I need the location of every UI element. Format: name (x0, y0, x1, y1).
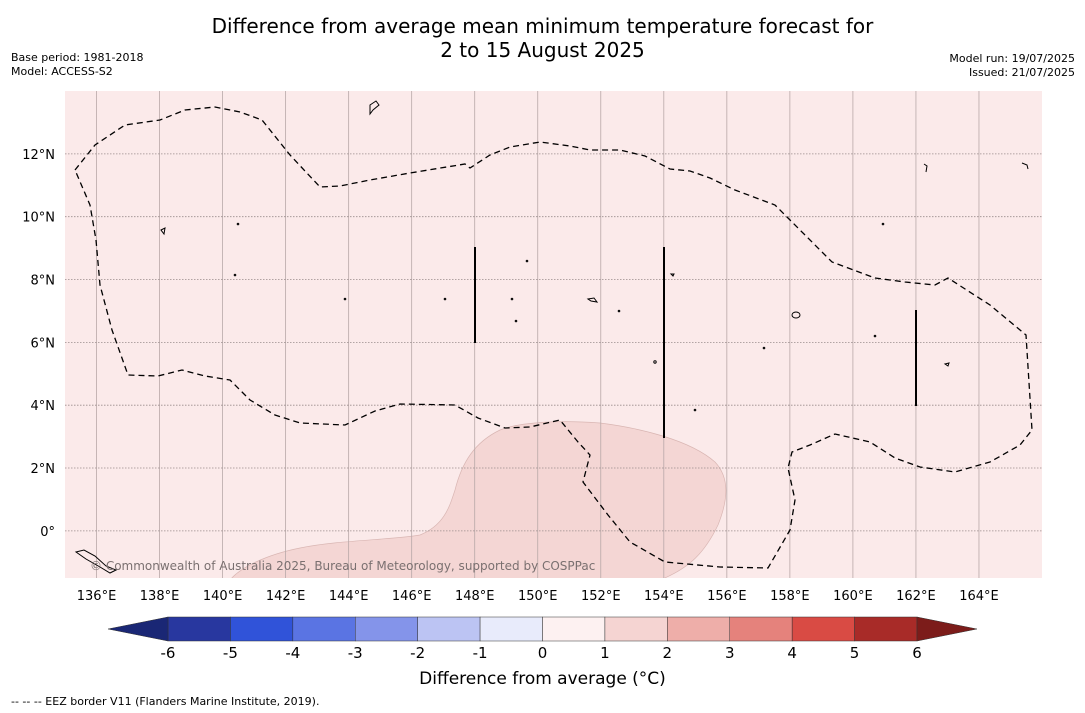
island (881, 222, 885, 226)
colorbar-tick-label: -2 (410, 644, 425, 662)
lon-tick-label: 152°E (581, 589, 621, 604)
colorbar-segment (230, 616, 294, 642)
colorbar-segment (417, 616, 481, 642)
island (443, 297, 447, 301)
lon-tick-label: 142°E (266, 589, 306, 604)
copyright-text: © Commonwealth of Australia 2025, Bureau… (90, 559, 595, 573)
island (74, 549, 118, 574)
lat-tick-label: 6°N (31, 336, 56, 351)
colorbar-segment (167, 616, 231, 642)
colorbar-segment (667, 616, 730, 642)
colorbar-tick-label: -5 (223, 644, 238, 662)
colorbar-segment (854, 616, 918, 642)
colorbar-segment (729, 616, 793, 642)
issued-date: Issued: 21/07/2025 (968, 66, 1075, 79)
lon-tick-label: 140°E (203, 589, 243, 604)
colorbar-tick-label: -4 (285, 644, 300, 662)
map-gridlines (65, 91, 1042, 578)
colorbar-under-arrow (107, 616, 169, 642)
island (1021, 162, 1029, 170)
lon-tick-label: 150°E (518, 589, 558, 604)
colorbar-tick-label: -6 (161, 644, 176, 662)
lon-tick-label: 136°E (77, 589, 117, 604)
longitude-labels: 136°E 138°E 140°E 142°E 144°E 146°E 148°E 150°E… (77, 589, 999, 604)
latitude-labels: 12°N 10°N 8°N 6°N 4°N 2°N 0° (22, 148, 55, 540)
model-name: Model: ACCESS-S2 (11, 65, 113, 78)
island (525, 259, 529, 263)
colorbar-tick-label: -1 (473, 644, 488, 662)
map-title: Difference from average mean minimum tem… (0, 14, 1085, 62)
colorbar-tick-label: 4 (787, 644, 797, 662)
lon-tick-label: 158°E (770, 589, 810, 604)
lat-tick-label: 8°N (31, 274, 56, 289)
colorbar-tick-labels: -6 -5 -4 -3 -2 -1 0 1 2 3 4 5 6 (161, 644, 922, 662)
island (943, 362, 950, 367)
island (693, 408, 697, 412)
lat-tick-label: 4°N (31, 399, 56, 414)
lat-tick-label: 0° (40, 525, 55, 540)
anomaly-region (231, 421, 727, 578)
colorbar-tick-label: 2 (663, 644, 673, 662)
island (160, 227, 166, 236)
lon-tick-label: 162°E (896, 589, 936, 604)
lat-tick-label: 12°N (22, 148, 55, 163)
lon-tick-label: 144°E (329, 589, 369, 604)
colorbar-segment (791, 616, 855, 642)
island (343, 297, 347, 301)
island (233, 273, 237, 277)
island (669, 273, 675, 277)
colorbar-segment (292, 616, 356, 642)
islands (74, 100, 1029, 574)
meta-left: Base period: 1981-2018 Model: ACCESS-S2 (11, 51, 143, 79)
lon-tick-label: 164°E (959, 589, 999, 604)
island (236, 222, 240, 226)
title-line-1: Difference from average mean minimum tem… (211, 14, 874, 38)
island (586, 297, 599, 303)
model-run: Model run: 19/07/2025 (949, 52, 1075, 65)
island (923, 163, 928, 173)
colorbar-tick-label: 1 (600, 644, 610, 662)
colorbar (107, 616, 978, 642)
colorbar-over-arrow (916, 616, 978, 642)
lon-tick-label: 156°E (707, 589, 747, 604)
colorbar-segment (479, 616, 543, 642)
island (791, 311, 801, 319)
title-line-2: 2 to 15 August 2025 (440, 38, 645, 62)
island (873, 334, 877, 338)
island (514, 319, 518, 323)
lon-tick-label: 154°E (644, 589, 684, 604)
lon-tick-label: 146°E (392, 589, 432, 604)
colorbar-segment (604, 616, 668, 642)
lat-tick-label: 2°N (31, 462, 56, 477)
footnote: -- -- -- EEZ border V11 (Flanders Marine… (11, 695, 320, 708)
meta-right: Model run: 19/07/2025 Issued: 21/07/2025 (949, 52, 1075, 80)
island (369, 100, 380, 116)
colorbar-tick-label: 3 (725, 644, 735, 662)
colorbar-tick-label: 5 (850, 644, 860, 662)
colorbar-title: Difference from average (°C) (419, 669, 666, 689)
colorbar-segment (355, 616, 418, 642)
lon-tick-label: 138°E (140, 589, 180, 604)
colorbar-segment (542, 616, 606, 642)
island (510, 297, 514, 301)
lat-tick-label: 10°N (22, 211, 55, 226)
lon-tick-label: 160°E (833, 589, 873, 604)
island (653, 360, 657, 364)
colorbar-tick-label: -3 (348, 644, 363, 662)
base-period: Base period: 1981-2018 (11, 51, 144, 64)
colorbar-tick-label: 6 (912, 644, 922, 662)
island (762, 346, 766, 350)
island (617, 309, 621, 313)
lon-tick-label: 148°E (455, 589, 495, 604)
colorbar-tick-label: 0 (538, 644, 548, 662)
